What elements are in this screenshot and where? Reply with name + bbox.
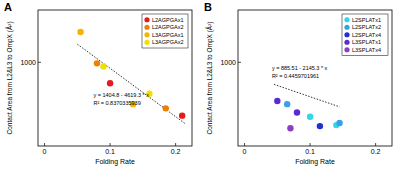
legend-box xyxy=(142,14,188,48)
legend-label: L3SPLATx1 xyxy=(352,39,381,45)
plot-frame xyxy=(238,10,392,146)
x-tick xyxy=(244,143,245,146)
y-axis-label: Contact Area from L2&L3 to OmpX (Å²) xyxy=(5,21,14,134)
y-tick-label: 1000 xyxy=(220,59,236,66)
x-tick-label: 0 xyxy=(243,148,247,155)
panel: A 0 0.1 0.2 1000 Folding Rate Contact Area fro… xyxy=(4,1,192,166)
x-tick-label: 0.2 xyxy=(171,148,181,155)
legend: L2AGPGAx1L2AGPGAx2 L3AGPGAx1L3AGPGAx2 xyxy=(142,14,188,48)
x-tick xyxy=(375,143,376,146)
x-tick-label: 0.1 xyxy=(105,148,115,155)
legend-label: L2AGPGAx2 xyxy=(152,24,184,30)
point xyxy=(307,114,313,120)
legend-label: L2SPLATx1 xyxy=(352,17,381,23)
point xyxy=(77,29,83,35)
figure: A 0 0.1 0.2 1000 Folding Rate Contact Area fro… xyxy=(0,0,400,171)
point xyxy=(287,125,293,131)
panel-label: A xyxy=(4,1,12,13)
legend-label: L3SPLATx4 xyxy=(352,47,381,53)
x-tick xyxy=(310,143,311,146)
legend-marker xyxy=(144,40,149,45)
legend-marker xyxy=(344,40,349,45)
x-tick-label: 0.2 xyxy=(371,148,381,155)
point xyxy=(317,123,323,129)
x-axis-label: Folding Rate xyxy=(95,158,135,166)
legend-label: L2AGPGAx1 xyxy=(152,17,184,23)
point xyxy=(284,101,290,107)
point xyxy=(107,80,113,86)
legend-marker xyxy=(144,17,149,22)
panel: B 0 0.1 0.2 1000 Folding Rate Contact Area fro… xyxy=(204,1,392,166)
point xyxy=(179,112,185,118)
legend-label: L3AGPGAx2 xyxy=(152,39,184,45)
legend-label: L2SPLATx2 xyxy=(352,24,381,30)
legend-label: L3AGPGAx1 xyxy=(152,32,184,38)
panel-label: B xyxy=(204,1,212,13)
point xyxy=(100,63,106,69)
legend-box xyxy=(342,14,388,56)
x-tick-label: 0.1 xyxy=(305,148,315,155)
point xyxy=(94,60,100,66)
point xyxy=(336,120,342,126)
y-tick xyxy=(238,62,241,63)
point xyxy=(163,105,169,111)
annotation: y = 1404.8 - 4619.3 * x xyxy=(93,92,149,98)
legend-marker xyxy=(144,32,149,37)
legend-marker xyxy=(344,17,349,22)
x-tick xyxy=(110,143,111,146)
legend-marker xyxy=(344,47,349,52)
y-axis-label: Contact Area from L2&L3 to OmpX (Å²) xyxy=(205,21,214,134)
x-tick xyxy=(44,143,45,146)
y-tick-label: 1000 xyxy=(20,59,36,66)
point xyxy=(274,98,280,104)
trendline xyxy=(77,44,185,124)
x-axis-label: Folding Rate xyxy=(295,158,335,166)
legend: L2SPLATx1L2SPLATx2 L2SPLATx4L3SPLATx1 L3SP… xyxy=(342,14,388,56)
plot-area xyxy=(274,84,343,131)
plot-area xyxy=(77,29,185,124)
legend-label: L2SPLATx4 xyxy=(352,32,381,38)
legend-marker xyxy=(144,25,149,30)
trendline xyxy=(274,84,340,106)
x-tick xyxy=(175,143,176,146)
y-tick xyxy=(38,62,41,63)
annotation: R² = 0.4459701961 xyxy=(272,73,319,79)
legend-marker xyxy=(344,25,349,30)
plot-frame xyxy=(38,10,192,146)
x-tick-label: 0 xyxy=(43,148,47,155)
annotation: R² = 0.8370335939 xyxy=(93,100,140,106)
annotation: y = 885.51 - 2145.3 * x xyxy=(272,65,328,71)
point xyxy=(294,109,300,115)
legend-marker xyxy=(344,32,349,37)
